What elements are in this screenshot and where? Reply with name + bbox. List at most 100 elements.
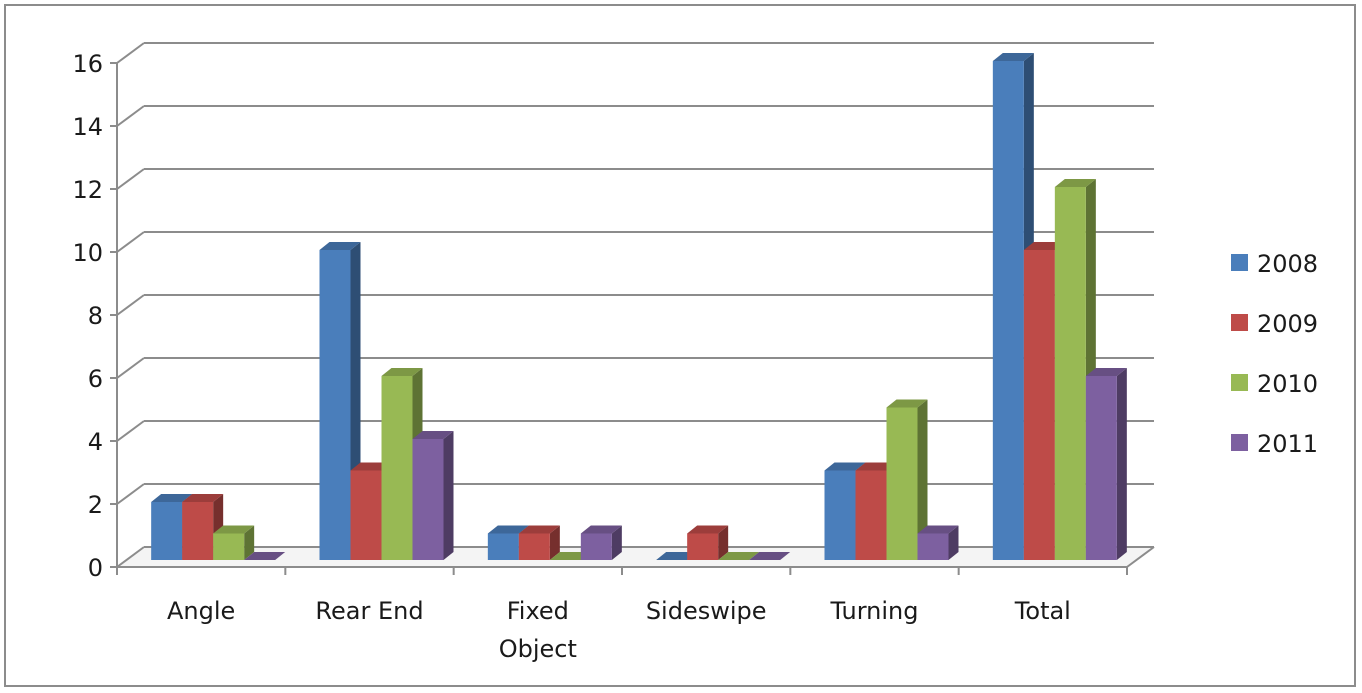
bar-front bbox=[992, 61, 1024, 560]
gridline-side bbox=[116, 420, 145, 442]
floor-edge-right bbox=[1126, 546, 1155, 568]
legend-label: 2010 bbox=[1257, 370, 1318, 398]
legend-label: 2008 bbox=[1257, 250, 1318, 278]
bar-top bbox=[381, 368, 423, 376]
y-axis-ticks: 0 2 4 6 8 10 12 14 16 bbox=[72, 50, 117, 582]
bar-front bbox=[886, 407, 918, 560]
x-category-label: Sideswipe bbox=[646, 597, 767, 625]
legend: 2008 2009 2010 2011 bbox=[1231, 250, 1318, 458]
bar bbox=[656, 552, 698, 560]
bar-top bbox=[244, 552, 286, 560]
gridline-side bbox=[116, 168, 145, 190]
bar-front bbox=[824, 470, 856, 560]
bar-top bbox=[518, 525, 560, 534]
bar bbox=[244, 552, 286, 560]
legend-swatch bbox=[1231, 434, 1248, 451]
bar bbox=[412, 431, 454, 560]
bar-front bbox=[580, 533, 612, 560]
bar-side bbox=[718, 525, 729, 560]
bar-side bbox=[611, 525, 622, 560]
bar-front bbox=[487, 533, 519, 560]
bar bbox=[1085, 368, 1127, 560]
bar-top bbox=[992, 53, 1034, 61]
bar-top bbox=[412, 431, 454, 439]
bar-top bbox=[917, 525, 959, 534]
gridline-side bbox=[116, 357, 145, 379]
x-category-label: Fixed Object bbox=[499, 597, 577, 663]
x-axis-categories: Angle Rear End Fixed Object Sideswipe Turning… bbox=[167, 597, 1071, 663]
bar-top bbox=[718, 552, 760, 560]
bar bbox=[518, 525, 560, 560]
x-category-label: Rear End bbox=[315, 597, 423, 625]
x-category-label-line: Turning bbox=[830, 597, 919, 625]
bar-front bbox=[518, 533, 550, 560]
bar-top bbox=[182, 494, 224, 502]
bar-top bbox=[350, 462, 392, 471]
bar bbox=[749, 552, 791, 560]
bar-front bbox=[182, 502, 214, 560]
bar-top bbox=[1085, 368, 1127, 376]
x-category-label: Angle bbox=[167, 597, 235, 625]
bar-top bbox=[656, 552, 698, 560]
x-category-label: Total bbox=[1014, 597, 1071, 625]
x-category-label-line: Angle bbox=[167, 597, 235, 625]
bar-front bbox=[1023, 250, 1055, 560]
bar-front bbox=[1054, 187, 1086, 560]
bar bbox=[718, 552, 760, 560]
y-tick-label: 4 bbox=[88, 428, 103, 456]
x-category-label-line: Sideswipe bbox=[646, 597, 767, 625]
gridline-side bbox=[116, 42, 145, 64]
bar-top bbox=[855, 462, 897, 471]
legend-swatch bbox=[1231, 374, 1248, 391]
bars bbox=[151, 53, 1127, 560]
bar-top bbox=[1023, 242, 1065, 250]
gridlines bbox=[116, 42, 1154, 568]
bar-front bbox=[687, 533, 719, 560]
gridline-side bbox=[116, 231, 145, 253]
bar-top bbox=[487, 525, 529, 534]
gridline-side bbox=[116, 483, 145, 505]
bar bbox=[213, 525, 255, 560]
bar bbox=[687, 525, 729, 560]
bar-top bbox=[687, 525, 729, 534]
y-tick-label: 16 bbox=[72, 50, 103, 78]
x-category-label-line: Object bbox=[499, 635, 577, 663]
y-tick-label: 10 bbox=[72, 239, 103, 267]
bar bbox=[917, 525, 959, 560]
bar-side bbox=[917, 399, 928, 560]
bar-top bbox=[886, 399, 928, 408]
bar-top bbox=[213, 525, 255, 534]
bar-side bbox=[1116, 368, 1127, 560]
legend-item: 2008 bbox=[1231, 250, 1318, 278]
bar-front bbox=[213, 533, 245, 560]
y-tick-label: 0 bbox=[88, 554, 103, 582]
y-tick-label: 14 bbox=[72, 113, 103, 141]
bar-side bbox=[549, 525, 560, 560]
gridline-side bbox=[116, 294, 145, 316]
y-tick-label: 2 bbox=[88, 491, 103, 519]
legend-swatch bbox=[1231, 254, 1248, 271]
bar-top bbox=[1054, 179, 1096, 187]
x-category-label-line: Rear End bbox=[315, 597, 423, 625]
y-tick-label: 6 bbox=[88, 365, 103, 393]
gridline-side bbox=[116, 546, 145, 568]
bar-side bbox=[443, 431, 454, 560]
bar bbox=[580, 525, 622, 560]
bar-front bbox=[855, 470, 887, 560]
bar-top bbox=[749, 552, 791, 560]
x-category-label-line: Fixed bbox=[507, 597, 569, 625]
legend-swatch bbox=[1231, 314, 1248, 331]
legend-label: 2009 bbox=[1257, 310, 1318, 338]
bar-front bbox=[319, 250, 351, 560]
gridline-side bbox=[116, 105, 145, 127]
bar-top bbox=[319, 242, 361, 250]
bar-front bbox=[1085, 376, 1117, 560]
bar-side bbox=[244, 525, 255, 560]
x-category-label-line: Total bbox=[1014, 597, 1071, 625]
x-category-label: Turning bbox=[830, 597, 919, 625]
bar bbox=[549, 552, 591, 560]
legend-item: 2009 bbox=[1231, 310, 1318, 338]
bar-top bbox=[549, 552, 591, 560]
bar-front bbox=[381, 376, 413, 560]
